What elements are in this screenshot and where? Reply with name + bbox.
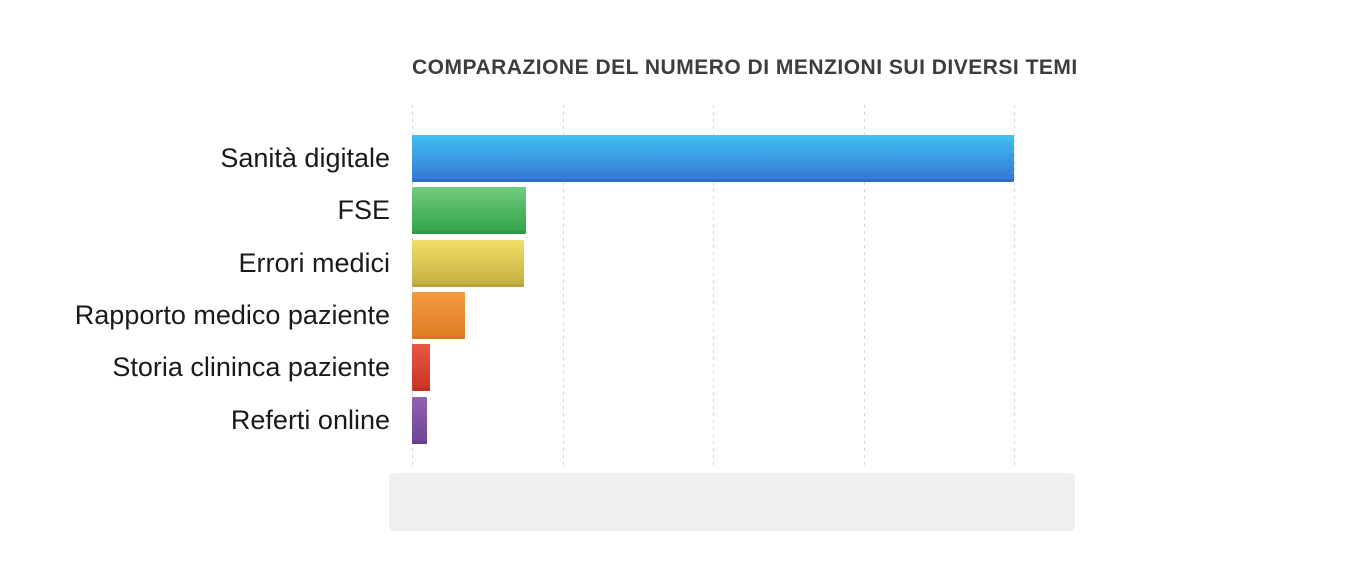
gridline xyxy=(563,105,564,468)
category-label: Errori medici xyxy=(238,248,390,278)
bar-orange[interactable] xyxy=(412,292,465,339)
category-label: Rapporto medico paziente xyxy=(74,300,390,330)
chart-title: COMPARAZIONE DEL NUMERO DI MENZIONI SUI … xyxy=(412,56,1078,79)
category-label: Referti online xyxy=(230,405,390,435)
gridline xyxy=(713,105,714,468)
bar-blue[interactable] xyxy=(412,135,1014,182)
gridline xyxy=(864,105,865,468)
category-label: FSE xyxy=(337,195,390,225)
bar-green[interactable] xyxy=(412,187,526,234)
footer-placeholder-box xyxy=(389,473,1075,531)
category-label: Sanità digitale xyxy=(220,143,390,173)
category-label: Storia clininca paziente xyxy=(112,352,390,382)
bar-purple[interactable] xyxy=(412,397,427,444)
bar-yellow[interactable] xyxy=(412,240,524,287)
bar-red[interactable] xyxy=(412,344,430,391)
gridline xyxy=(1014,105,1015,468)
